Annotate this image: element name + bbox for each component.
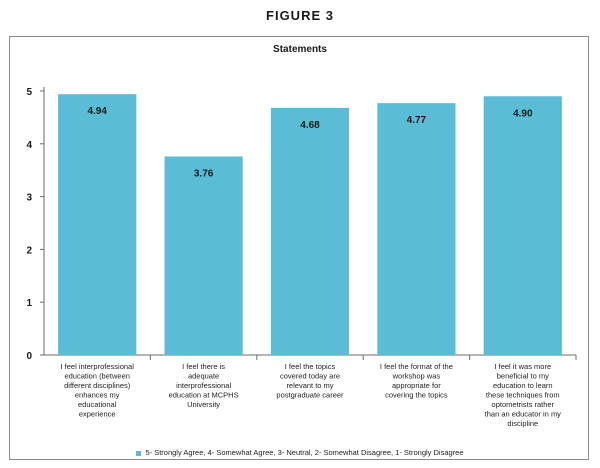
x-tick-label-line: University (187, 400, 220, 409)
x-tick-label-line: appropriate for (392, 381, 441, 390)
x-tick-label: I feel there is adequate interprofessional… (169, 362, 239, 409)
y-tick-label: 2 (26, 245, 32, 256)
x-tick-label-line: I feel the topics (285, 362, 336, 371)
legend-text: 5- Strongly Agree, 4- Somewhat Agree, 3-… (145, 448, 464, 457)
data-label: 4.94 (87, 106, 107, 117)
data-label: 4.90 (513, 108, 533, 119)
x-tick-label-line: workshop was (392, 372, 441, 381)
chart-frame (9, 36, 589, 460)
x-tick-label-line: education (between (64, 372, 129, 381)
x-tick-label-line: different disciplines) (64, 381, 131, 390)
bar (270, 107, 350, 356)
x-tick-label-line: covered today are (280, 372, 340, 381)
x-tick-label: I feel the format of the workshop was appr… (380, 362, 453, 400)
x-tick-label-line: than an educator in my (485, 410, 562, 419)
x-tick-label-line: I feel there is (182, 362, 225, 371)
bar (58, 94, 137, 355)
y-tick-label: 4 (26, 140, 32, 151)
x-tick-label-line: discipline (507, 419, 538, 428)
y-tick-label: 3 (26, 193, 32, 204)
bar (164, 156, 243, 355)
x-tick-label-line: educational (78, 400, 117, 409)
x-tick-label-line: these techniques from (486, 391, 560, 400)
x-tick-label-line: education to learn (493, 381, 553, 390)
x-tick-label-line: optometrists rather (492, 400, 555, 409)
x-tick-label-line: enhances my (75, 391, 120, 400)
x-tick-label: I feel it was more beneficial to my educat… (485, 362, 562, 428)
x-tick-label-line: I feel it was more (494, 362, 551, 371)
x-tick-label-line: I feel the format of the (380, 362, 453, 371)
x-tick-label-line: interprofessional (176, 381, 231, 390)
legend: 5- Strongly Agree, 4- Somewhat Agree, 3-… (0, 448, 600, 457)
x-tick-label-line: I feel interprofessional (61, 362, 135, 371)
x-tick-label: I feel the topics covered today are releva… (276, 362, 344, 400)
bar (377, 103, 456, 355)
x-tick-label-line: education at MCPHS (169, 391, 239, 400)
y-tick-label: 0 (26, 351, 32, 362)
x-tick-label-line: postgraduate career (276, 391, 344, 400)
x-tick-label-line: adequate (188, 372, 219, 381)
x-tick-label-line: covering the topics (385, 391, 448, 400)
data-label: 3.76 (194, 168, 214, 179)
data-label: 4.68 (300, 120, 320, 131)
x-tick-label-line: beneficial to my (497, 372, 549, 381)
x-tick-label-line: experience (79, 410, 116, 419)
figure-title: FIGURE 3 (266, 8, 334, 23)
y-tick-label: 5 (26, 87, 32, 98)
data-label: 4.77 (407, 115, 427, 126)
bar (483, 96, 562, 355)
y-tick-label: 1 (26, 298, 32, 309)
x-tick-label: I feel interprofessional education (betwe… (61, 362, 135, 419)
chart-title: Statements (273, 44, 327, 55)
x-tick-label-line: relevant to my (286, 381, 333, 390)
legend-swatch (136, 450, 142, 456)
